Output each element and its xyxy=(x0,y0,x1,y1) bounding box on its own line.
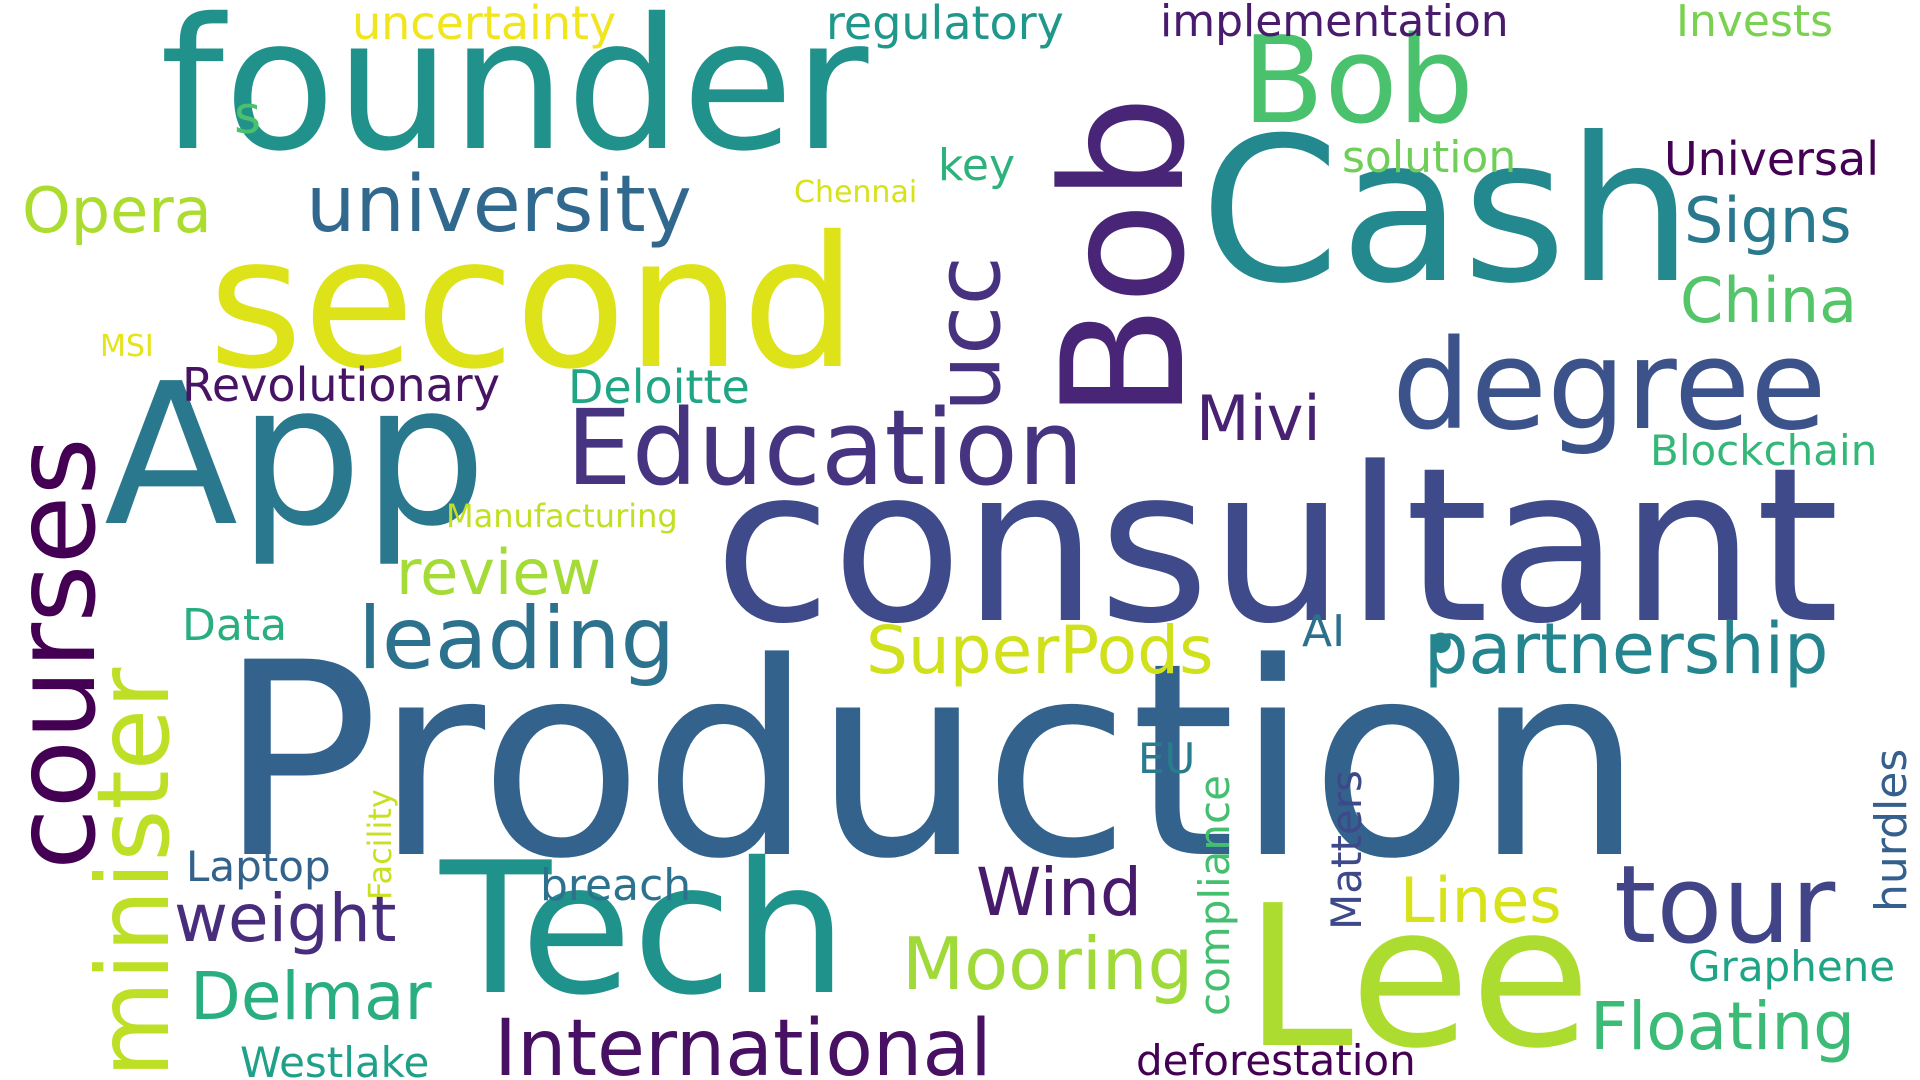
word-hurdles: hurdles xyxy=(1866,748,1917,912)
word-opera: Opera xyxy=(22,174,212,247)
word-cash: Cash xyxy=(1200,95,1694,328)
word-floating: Floating xyxy=(1590,988,1856,1065)
word-lee: Lee xyxy=(1244,864,1591,1080)
word-university: university xyxy=(306,160,692,250)
word-leading: leading xyxy=(358,589,676,689)
word-graphene: Graphene xyxy=(1688,942,1896,991)
word-key: key xyxy=(938,140,1016,191)
word-education: Education xyxy=(566,387,1084,509)
word-manufacturing: Manufacturing xyxy=(446,497,678,535)
word-invests: Invests xyxy=(1676,0,1834,47)
word-eu: EU xyxy=(1138,734,1196,783)
word-breach: breach xyxy=(540,860,692,911)
word-tour: tour xyxy=(1614,843,1836,968)
word-msi: MSI xyxy=(100,329,154,364)
word-bullet: • xyxy=(1420,604,1462,686)
word-deforestation: deforestation xyxy=(1136,1036,1416,1080)
word-weight: weight xyxy=(174,880,397,957)
word-ai: AI xyxy=(1302,606,1346,657)
word-regulatory: regulatory xyxy=(826,0,1064,50)
word-wind: Wind xyxy=(976,854,1142,931)
word-app: App xyxy=(104,342,487,570)
word-deloitte: Deloitte xyxy=(568,360,750,414)
word-second: second xyxy=(208,197,858,409)
word-bob: Bob xyxy=(1026,95,1222,420)
word-s: s xyxy=(234,86,262,146)
word-universal: Universal xyxy=(1664,132,1879,186)
word-degree: degree xyxy=(1392,314,1827,458)
word-uncertainty: uncertainty xyxy=(352,0,617,50)
word-mooring: Mooring xyxy=(902,922,1194,1006)
word-data: Data xyxy=(182,600,288,651)
word-laptop: Laptop xyxy=(186,842,331,891)
word-revolutionary: Revolutionary xyxy=(182,358,500,412)
word-superpods: SuperPods xyxy=(866,612,1214,689)
word-consultant: consultant xyxy=(714,422,1840,671)
word-signs: Signs xyxy=(1684,184,1852,257)
word-facility: Facility xyxy=(361,789,399,900)
word-blockchain: Blockchain xyxy=(1650,426,1878,475)
word-review: review xyxy=(396,536,602,609)
word-minister: minister xyxy=(75,667,192,1078)
word-solution: solution xyxy=(1342,132,1517,183)
word-mivi: Mivi xyxy=(1196,382,1321,455)
word-lines: Lines xyxy=(1400,864,1562,937)
word-delmar: Delmar xyxy=(190,958,432,1035)
word-ucc: ucc xyxy=(916,255,1021,412)
word-matters: Matters xyxy=(1322,770,1371,930)
word-chennai: Chennai xyxy=(794,175,918,210)
word-westlake: Westlake xyxy=(240,1038,430,1080)
word-international: International xyxy=(494,1004,992,1080)
word-china: China xyxy=(1680,264,1858,337)
word-partnership: partnership xyxy=(1424,608,1829,690)
word-production: Production xyxy=(218,606,1644,918)
word-compliance: compliance xyxy=(1190,775,1239,1016)
word-founder: founder xyxy=(160,0,869,191)
word-implementation: implementation xyxy=(1160,0,1509,47)
word-tech: Tech xyxy=(440,823,848,1035)
word-murder: Bob xyxy=(1242,12,1474,151)
